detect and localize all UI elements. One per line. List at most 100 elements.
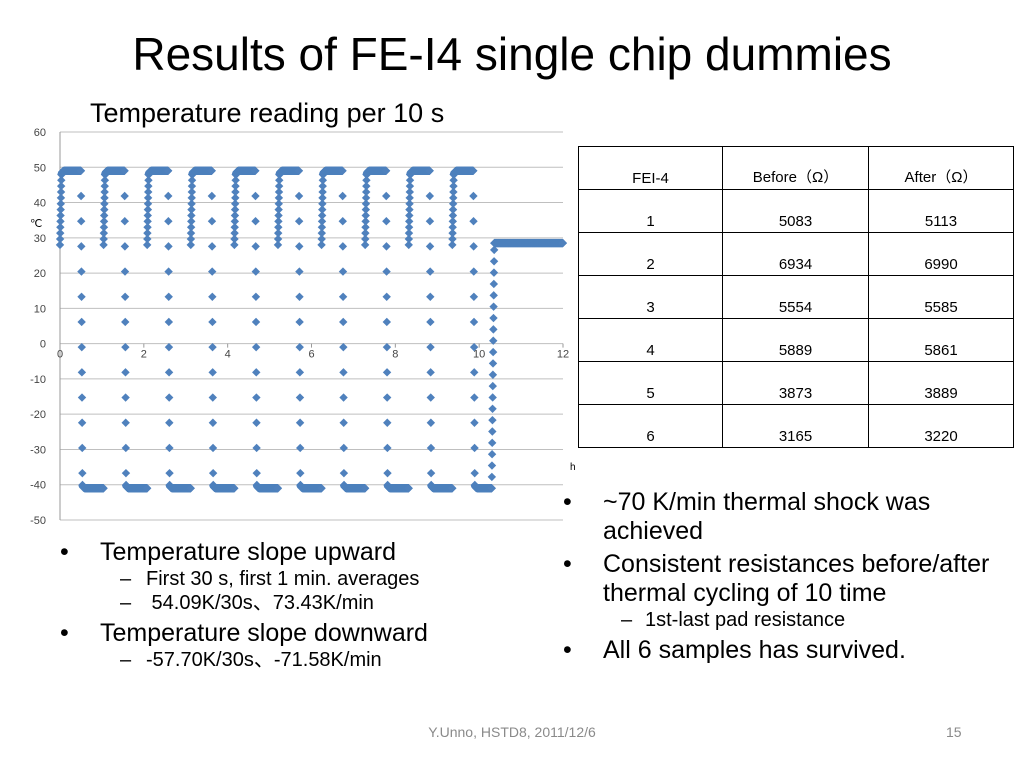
- data-point: [99, 234, 108, 244]
- data-point: [338, 292, 348, 301]
- data-point: [142, 484, 152, 493]
- data-point: [208, 368, 217, 377]
- data-point: [143, 234, 152, 244]
- data-point: [100, 187, 109, 197]
- data-point: [317, 217, 327, 226]
- data-point: [186, 240, 195, 250]
- data-point: [187, 211, 196, 220]
- y-tick-label: 50: [34, 162, 46, 174]
- data-point: [252, 393, 261, 402]
- sub-bullet: –1st-last pad resistance: [621, 609, 846, 631]
- table-cell: 2: [578, 232, 723, 276]
- data-point: [404, 228, 414, 238]
- data-point: [361, 223, 370, 232]
- data-point: [230, 205, 240, 214]
- table-cell: 5083: [722, 189, 869, 233]
- data-point: [295, 292, 304, 301]
- data-point: [208, 418, 218, 427]
- data-point: [361, 199, 371, 208]
- data-point: [164, 242, 173, 251]
- data-point: [207, 216, 217, 226]
- data-point: [230, 484, 239, 493]
- data-point: [251, 191, 260, 201]
- data-point: [405, 217, 414, 226]
- data-point: [405, 181, 415, 191]
- data-point: [121, 342, 130, 352]
- data-point: [338, 267, 348, 276]
- bullet-consistent-resistances: Consistent resistances before/after ther…: [563, 550, 1008, 608]
- data-point: [405, 187, 414, 197]
- data-point: [449, 181, 458, 191]
- data-point: [425, 267, 435, 276]
- table-cell: 4: [578, 318, 723, 362]
- data-point: [382, 368, 392, 377]
- table-cell: 3220: [868, 404, 1014, 448]
- data-point: [207, 166, 216, 175]
- data-point: [448, 240, 457, 250]
- data-point: [99, 240, 108, 250]
- data-point: [230, 240, 239, 250]
- data-point: [425, 166, 434, 175]
- data-point: [120, 292, 130, 301]
- data-point: [99, 223, 109, 232]
- table-cell: 5585: [868, 275, 1014, 319]
- data-point: [426, 393, 435, 402]
- data-point: [100, 193, 109, 203]
- left-bullet-list: Temperature slope upward –First 30 s, fi…: [60, 534, 530, 672]
- table-cell: 3889: [868, 361, 1014, 405]
- data-point: [187, 205, 196, 214]
- data-point: [208, 342, 217, 352]
- data-point: [120, 191, 129, 201]
- data-point: [449, 187, 458, 197]
- data-point: [339, 368, 348, 377]
- data-point: [317, 234, 326, 244]
- sub-bullet-text: -57.70K/30s、-71.58K/min: [146, 649, 382, 671]
- data-point: [469, 342, 479, 352]
- data-point: [231, 181, 240, 191]
- x-tick-label: 10: [473, 349, 485, 361]
- data-point: [487, 472, 497, 482]
- data-point: [273, 228, 283, 238]
- data-point: [56, 223, 65, 232]
- data-point: [274, 217, 283, 226]
- data-point: [164, 216, 173, 226]
- data-point: [448, 223, 457, 232]
- data-point: [120, 166, 129, 175]
- y-tick-label: -10: [30, 374, 46, 386]
- data-point: [488, 381, 497, 391]
- data-point: [164, 368, 174, 377]
- data-point: [382, 216, 391, 226]
- data-point: [120, 216, 129, 226]
- data-point: [77, 267, 86, 276]
- data-point: [488, 393, 497, 402]
- table-cell: 1: [578, 189, 723, 233]
- data-point: [488, 404, 497, 414]
- data-point: [489, 245, 499, 255]
- data-point: [295, 242, 304, 251]
- data-point: [230, 217, 240, 226]
- table-header-cell: After（Ω）: [868, 146, 1014, 190]
- table-cell: 5861: [868, 318, 1014, 362]
- data-point: [207, 242, 217, 251]
- data-point: [208, 292, 217, 301]
- data-point: [318, 205, 327, 214]
- data-point: [488, 427, 497, 436]
- data-point: [164, 191, 173, 201]
- data-point: [274, 199, 283, 208]
- data-point: [488, 415, 497, 425]
- table-header-cell: Before（Ω）: [722, 146, 869, 190]
- data-point: [186, 484, 195, 493]
- data-point: [76, 166, 86, 175]
- data-point: [165, 418, 174, 427]
- data-point: [295, 368, 305, 377]
- x-tick-label: 6: [308, 349, 314, 361]
- table-row: 2 6934 6990: [578, 232, 1014, 276]
- sub-bullet-text: First 30 s, first 1 min. averages: [146, 568, 420, 590]
- data-point: [381, 166, 391, 175]
- y-tick-label: 0: [40, 339, 46, 351]
- data-point: [143, 205, 153, 214]
- data-point: [143, 223, 152, 232]
- data-point: [78, 468, 87, 478]
- data-point: [77, 292, 86, 301]
